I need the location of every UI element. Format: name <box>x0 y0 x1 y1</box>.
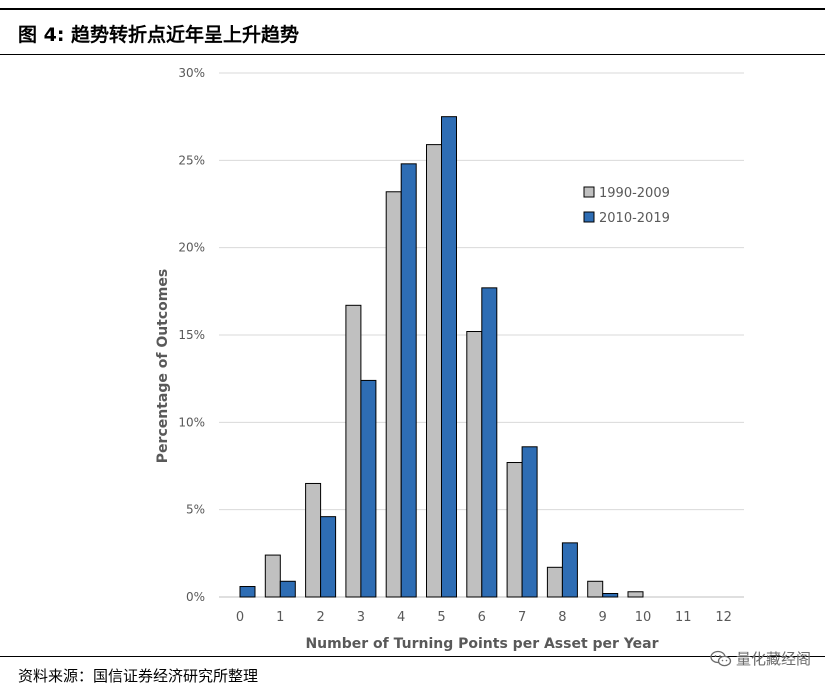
bar-1990-2009-7 <box>506 462 523 598</box>
x-tick-label: 8 <box>558 610 566 625</box>
bar-2010-2019-8 <box>561 542 578 598</box>
bar-2010-2019-1 <box>279 580 296 598</box>
legend: 1990-2009 2010-2019 <box>583 186 670 226</box>
x-tick-label: 11 <box>675 610 692 625</box>
y-tick-label: 5% <box>186 503 205 517</box>
legend-swatch-1990-2009 <box>583 186 595 198</box>
bar-2010-2019-5 <box>441 116 457 598</box>
source-note: 资料来源：国信证券经济研究所整理 <box>18 667 259 685</box>
y-tick-label: 0% <box>186 590 205 604</box>
bar-2010-2019-9 <box>602 593 619 598</box>
bars <box>239 116 644 598</box>
bar-1990-2009-8 <box>546 566 563 598</box>
x-tick-labels: 0 1 2 3 4 5 6 7 8 9 10 11 12 <box>236 610 732 625</box>
bar-2010-2019-6 <box>481 287 498 598</box>
x-axis-label: Number of Turning Points per Asset per Y… <box>305 636 658 652</box>
bar-1990-2009-6 <box>466 331 483 598</box>
figure-footer: 资料来源：国信证券经济研究所整理 <box>0 656 825 694</box>
bar-1990-2009-3 <box>345 304 362 598</box>
legend-label-1990-2009: 1990-2009 <box>599 186 670 201</box>
watermark: 量化藏经阁 <box>710 648 811 669</box>
y-tick-label: 25% <box>178 153 205 167</box>
wechat-icon <box>710 650 732 668</box>
y-tick-labels: 0% 5% 10% 15% 20% 25% 30% <box>178 66 205 604</box>
x-tick-label: 7 <box>518 610 526 625</box>
x-tick-label: 0 <box>236 610 244 625</box>
watermark-text: 量化藏经阁 <box>735 650 811 668</box>
figure-title: 图 4: 趋势转折点近年呈上升趋势 <box>18 24 300 46</box>
y-tick-label: 10% <box>178 415 205 429</box>
bar-1990-2009-9 <box>587 580 604 598</box>
bar-2010-2019-3 <box>360 379 377 598</box>
bar-2010-2019-7 <box>521 446 538 598</box>
figure-header: 图 4: 趋势转折点近年呈上升趋势 <box>0 8 825 56</box>
bar-1990-2009-5 <box>426 144 442 598</box>
y-tick-label: 15% <box>178 328 205 342</box>
y-tick-label: 30% <box>178 66 205 80</box>
bar-2010-2019-0 <box>239 586 256 598</box>
legend-swatch-2010-2019 <box>583 211 595 223</box>
y-tick-label: 20% <box>178 241 205 255</box>
x-tick-label: 12 <box>715 610 732 625</box>
bar-1990-2009-4 <box>385 191 402 598</box>
x-tick-label: 6 <box>478 610 486 625</box>
x-tick-label: 10 <box>635 610 652 625</box>
bar-chart: 0%5%10%15%20%25%30% 0 1 2 3 4 5 6 7 8 9 10 11 12 Num… <box>155 66 744 652</box>
legend-label-2010-2019: 2010-2019 <box>599 211 670 226</box>
footer-rule <box>0 656 825 657</box>
header-top-rule <box>0 8 825 10</box>
bar-2010-2019-4 <box>400 163 417 598</box>
bar-1990-2009-2 <box>305 482 322 598</box>
x-tick-label: 3 <box>357 610 365 625</box>
y-axis-label: Percentage of Outcomes <box>155 269 171 463</box>
bar-1990-2009-10 <box>627 591 644 598</box>
bar-1990-2009-1 <box>264 554 281 598</box>
x-tick-label: 4 <box>397 610 405 625</box>
x-tick-label: 1 <box>276 610 284 625</box>
x-tick-label: 9 <box>599 610 607 625</box>
bar-2010-2019-2 <box>320 516 337 598</box>
x-tick-label: 2 <box>316 610 324 625</box>
header-bottom-rule <box>0 54 825 55</box>
x-tick-label: 5 <box>437 610 445 625</box>
